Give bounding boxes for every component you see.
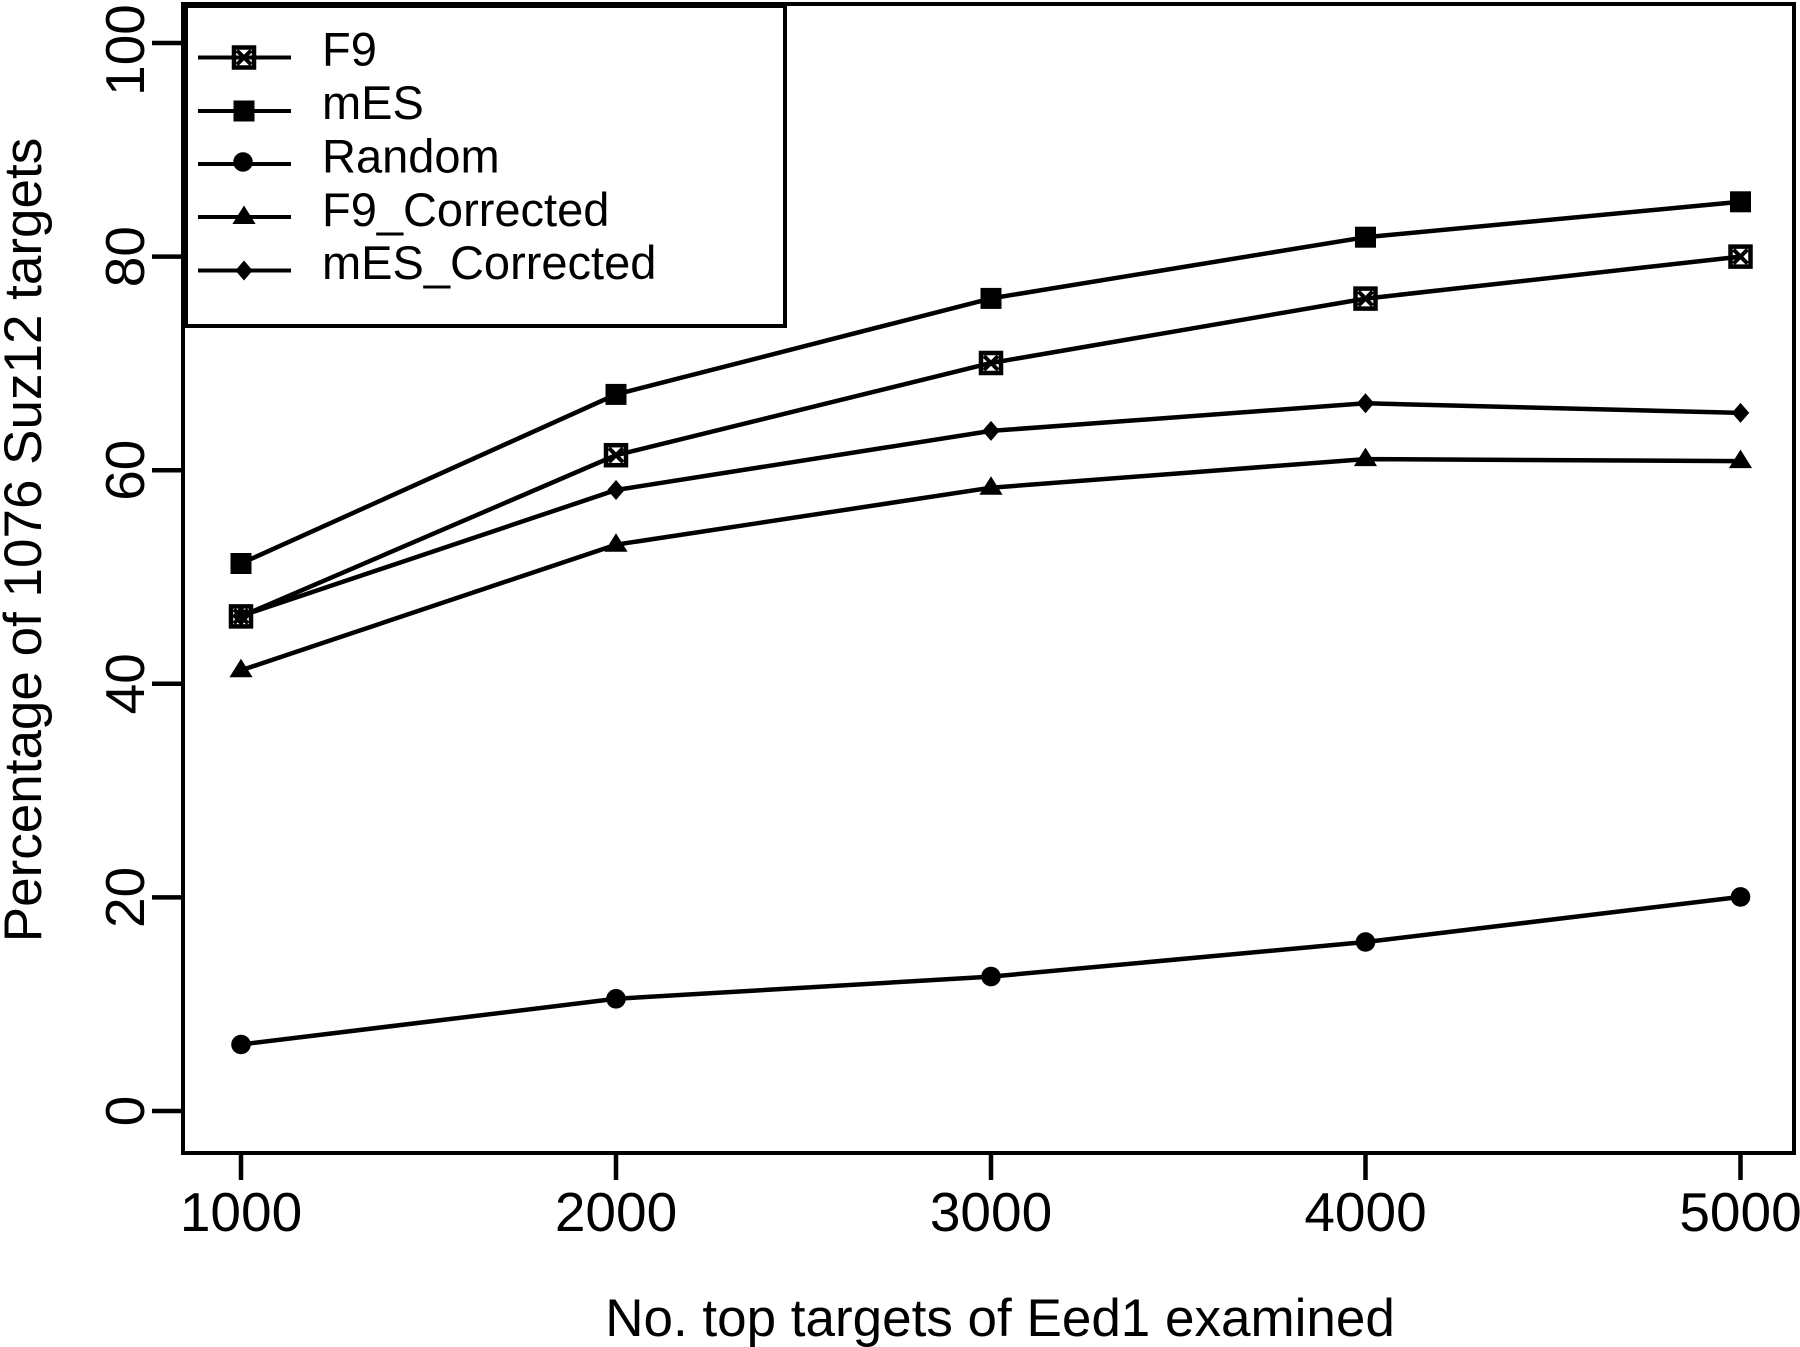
svg-text:60: 60 [94,440,156,501]
svg-text:100: 100 [94,4,156,96]
svg-text:F9: F9 [322,23,377,76]
svg-text:20: 20 [94,867,156,928]
svg-text:3000: 3000 [930,1181,1052,1243]
svg-text:1000: 1000 [180,1181,302,1243]
svg-text:0: 0 [94,1096,156,1127]
svg-text:No. top targets of Eed1 examin: No. top targets of Eed1 examined [605,1289,1395,1347]
svg-text:40: 40 [94,653,156,714]
svg-text:2000: 2000 [555,1181,677,1243]
svg-text:Random: Random [322,130,500,183]
svg-text:4000: 4000 [1304,1181,1426,1243]
svg-text:mES: mES [322,76,424,129]
svg-text:Percentage of 1076 Suz12 targe: Percentage of 1076 Suz12 targets [0,138,53,942]
svg-text:80: 80 [94,226,156,287]
svg-text:5000: 5000 [1679,1181,1800,1243]
svg-text:mES_Corrected: mES_Corrected [322,236,656,289]
svg-text:F9_Corrected: F9_Corrected [322,183,609,236]
